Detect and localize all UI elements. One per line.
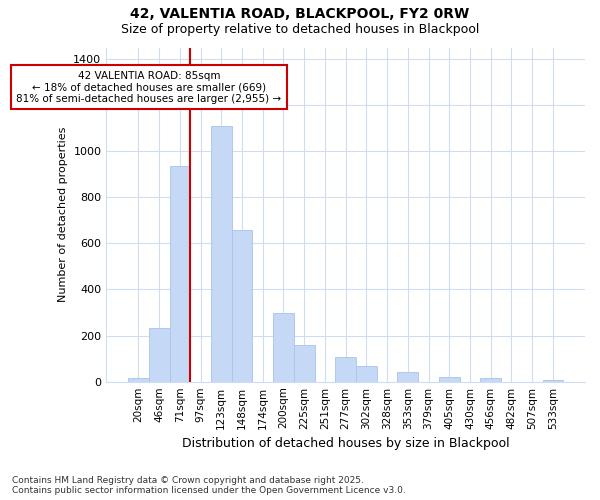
Bar	[294, 345, 314, 382]
Text: 42 VALENTIA ROAD: 85sqm
← 18% of detached houses are smaller (669)
81% of semi-d: 42 VALENTIA ROAD: 85sqm ← 18% of detache…	[16, 70, 281, 104]
Bar	[356, 366, 377, 382]
Bar	[397, 372, 418, 382]
Text: Contains HM Land Registry data © Crown copyright and database right 2025.
Contai: Contains HM Land Registry data © Crown c…	[12, 476, 406, 495]
Text: Size of property relative to detached houses in Blackpool: Size of property relative to detached ho…	[121, 22, 479, 36]
Y-axis label: Number of detached properties: Number of detached properties	[58, 127, 68, 302]
Bar	[481, 378, 501, 382]
Bar	[128, 378, 149, 382]
X-axis label: Distribution of detached houses by size in Blackpool: Distribution of detached houses by size …	[182, 437, 509, 450]
Bar	[335, 358, 356, 382]
Bar	[211, 126, 232, 382]
Bar	[542, 380, 563, 382]
Bar	[273, 312, 294, 382]
Bar	[149, 328, 170, 382]
Text: 42, VALENTIA ROAD, BLACKPOOL, FY2 0RW: 42, VALENTIA ROAD, BLACKPOOL, FY2 0RW	[130, 8, 470, 22]
Bar	[439, 377, 460, 382]
Bar	[232, 230, 253, 382]
Bar	[170, 166, 190, 382]
